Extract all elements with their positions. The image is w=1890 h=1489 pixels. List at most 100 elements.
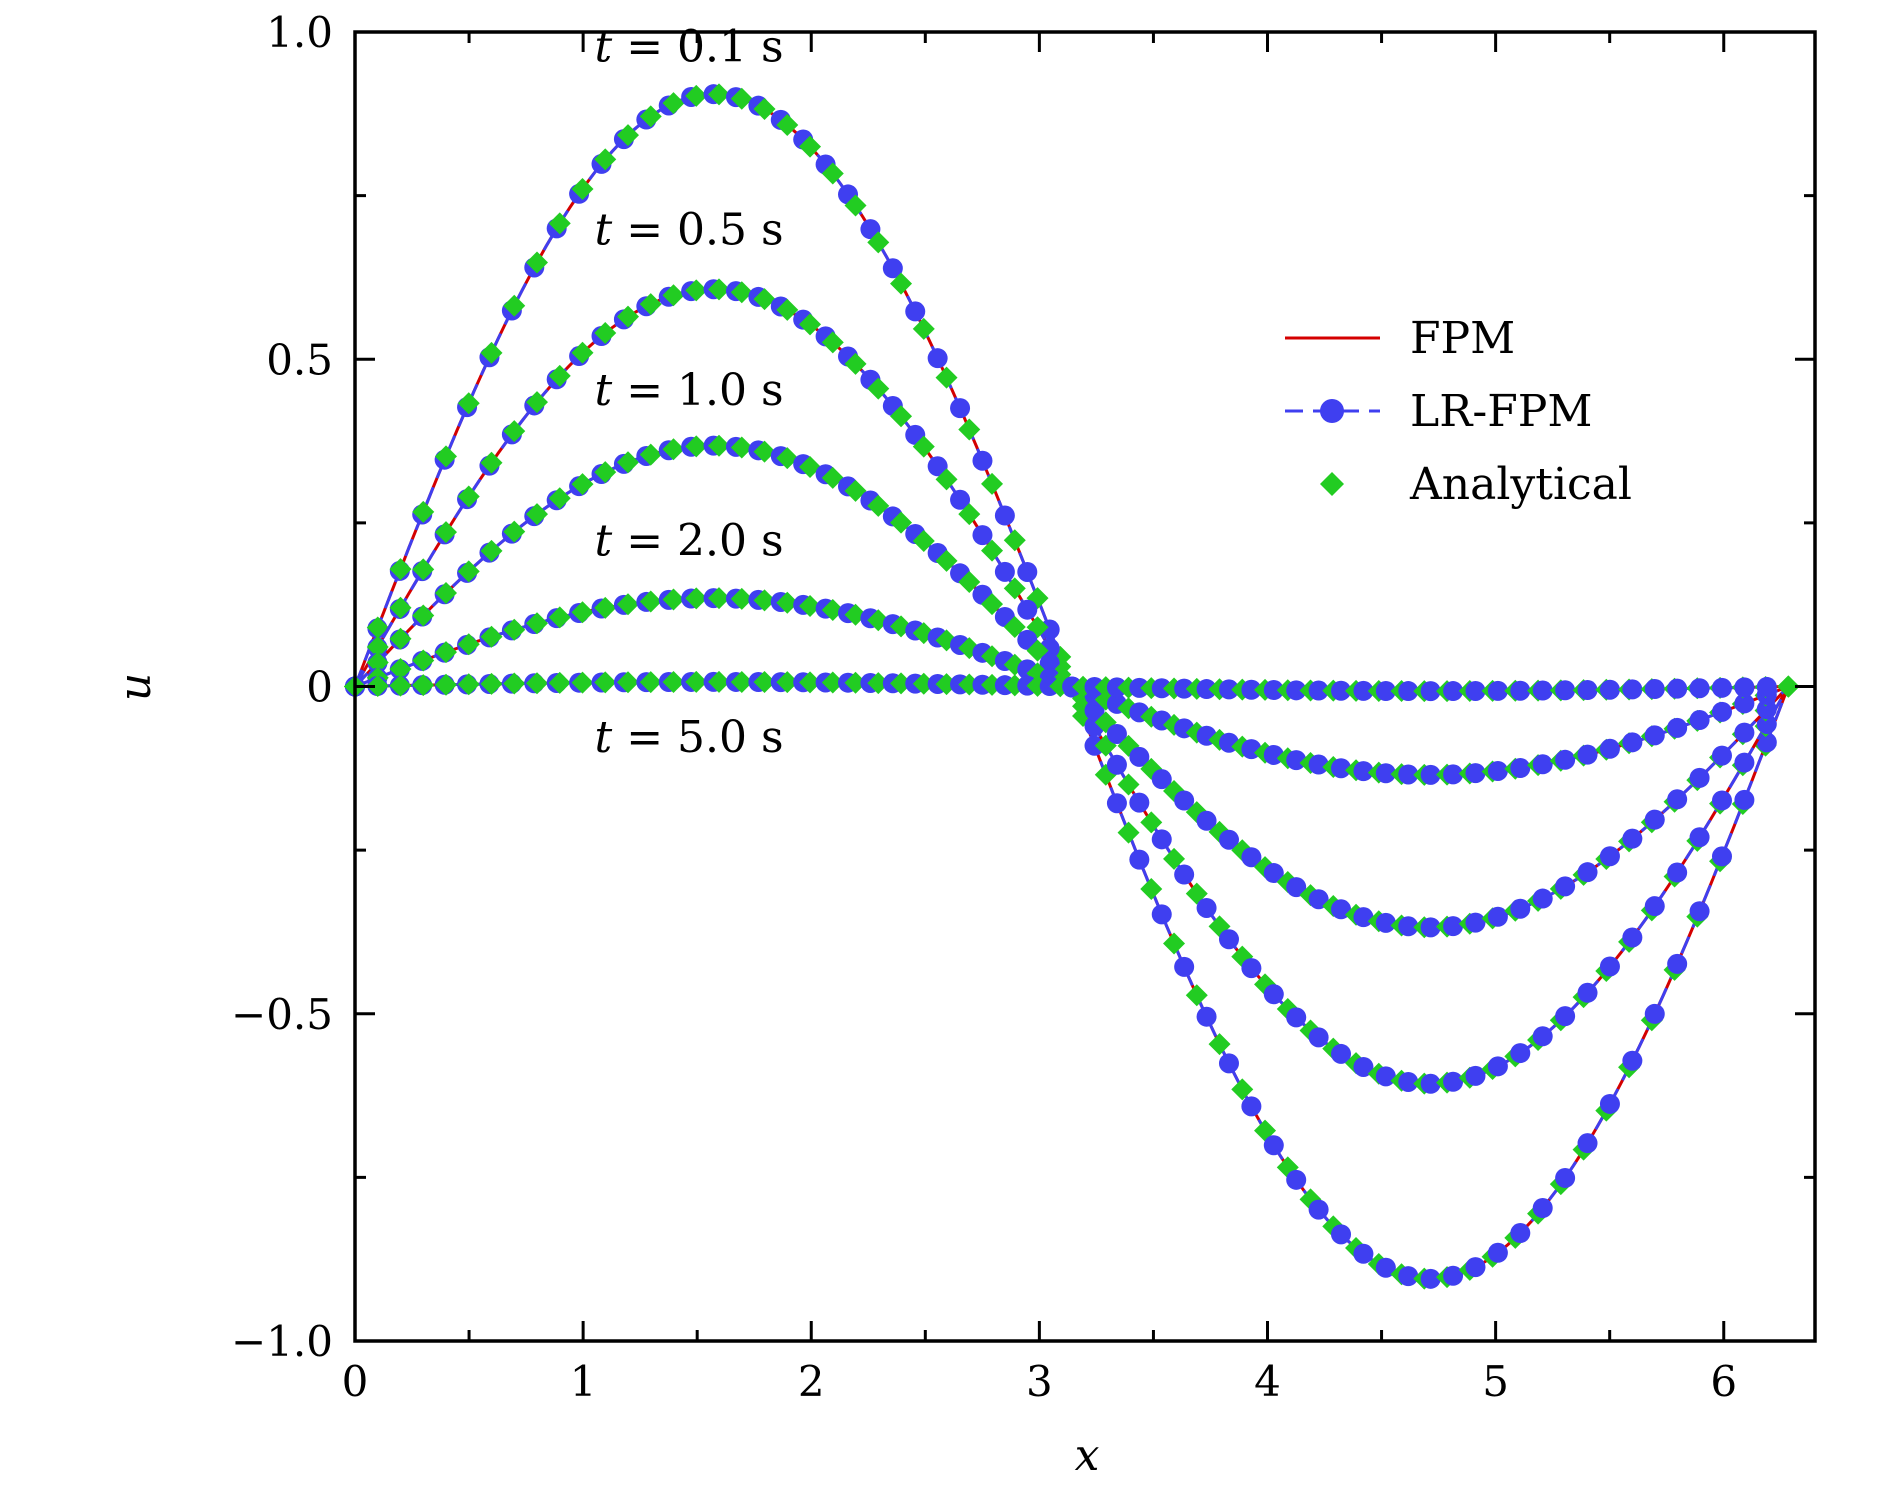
analytical-point — [639, 105, 662, 128]
lr-fpm-point — [1241, 1096, 1262, 1117]
analytical-point — [1140, 878, 1163, 901]
lr-fpm-point — [1017, 599, 1038, 620]
analytical-point — [685, 587, 708, 610]
analytical-point — [821, 598, 844, 621]
lr-fpm-point — [1667, 953, 1688, 974]
analytical-point — [821, 162, 844, 185]
lr-fpm-point — [1599, 679, 1620, 700]
lr-fpm-point — [1398, 764, 1419, 785]
analytical-point — [776, 591, 799, 614]
lr-fpm-point — [1487, 680, 1508, 701]
analytical-point — [958, 503, 981, 526]
lr-fpm-point — [1622, 927, 1643, 948]
lr-fpm-point — [1465, 763, 1486, 784]
lr-fpm-point — [1420, 681, 1441, 702]
lr-fpm-point — [1532, 1026, 1553, 1047]
analytical-point — [981, 472, 1004, 495]
analytical-point — [457, 633, 480, 656]
lr-fpm-point — [1487, 906, 1508, 927]
lr-fpm-point — [1577, 862, 1598, 883]
analytical-point — [685, 84, 708, 107]
analytical-point — [799, 135, 822, 158]
analytical-point — [526, 503, 549, 526]
legend-item: LR-FPM — [1285, 386, 1592, 437]
lr-fpm-point — [1353, 680, 1374, 701]
analytical-point — [389, 558, 412, 581]
lr-fpm-point — [1218, 679, 1239, 700]
lr-fpm-point — [927, 456, 948, 477]
analytical-point — [1117, 821, 1140, 844]
analytical-point — [548, 671, 571, 694]
lr-fpm-point — [1599, 846, 1620, 867]
lr-fpm-point — [1487, 760, 1508, 781]
lr-fpm-point — [972, 525, 993, 546]
analytical-point — [1185, 984, 1208, 1007]
analytical-point — [821, 466, 844, 489]
analytical-point — [1003, 616, 1026, 639]
lr-fpm-point — [1286, 877, 1307, 898]
lr-fpm-point — [1398, 1266, 1419, 1287]
analytical-point — [890, 272, 913, 295]
analytical-point — [890, 672, 913, 695]
lr-fpm-point — [1420, 917, 1441, 938]
analytical-point — [617, 124, 640, 147]
analytical-point — [571, 671, 594, 694]
analytical-point — [526, 251, 549, 274]
analytical-point — [958, 418, 981, 441]
lr-fpm-point — [1465, 1065, 1486, 1086]
lr-fpm-point — [950, 489, 971, 510]
analytical-point — [571, 177, 594, 200]
x-tick-label: 0 — [342, 1357, 369, 1406]
lr-fpm-point — [1667, 717, 1688, 738]
lr-fpm-point — [1711, 745, 1732, 766]
lr-fpm-point — [1644, 809, 1665, 830]
analytical-point — [571, 341, 594, 364]
lr-fpm-point — [1353, 907, 1374, 928]
y-tick-label: −0.5 — [231, 990, 333, 1039]
analytical-point — [890, 511, 913, 534]
analytical-point — [480, 672, 503, 695]
lr-fpm-point — [1577, 982, 1598, 1003]
analytical-point — [685, 279, 708, 302]
lr-fpm-point — [1241, 679, 1262, 700]
analytical-point — [799, 671, 822, 694]
analytical-point — [844, 352, 867, 375]
analytical-point — [594, 671, 617, 694]
x-tick-label: 3 — [1026, 1357, 1053, 1406]
lr-fpm-point — [1308, 889, 1329, 910]
lr-fpm-point — [1734, 722, 1755, 743]
analytical-point — [639, 590, 662, 613]
analytical-point — [366, 616, 389, 639]
analytical-point — [617, 305, 640, 328]
analytical-point — [662, 284, 685, 307]
series-group — [344, 670, 1800, 703]
time-annotation-var: t — [595, 21, 613, 72]
lr-fpm-point — [1734, 677, 1755, 698]
time-annotation-var: t — [595, 365, 613, 416]
time-annotation-value: = 2.0 s — [612, 516, 783, 567]
lr-fpm-point — [1644, 725, 1665, 746]
lr-fpm-point — [1286, 750, 1307, 771]
analytical-point — [457, 560, 480, 583]
lr-fpm-point — [1308, 680, 1329, 701]
lr-fpm-point — [1756, 699, 1777, 720]
lr-fpm-point — [1420, 1268, 1441, 1289]
lr-fpm-point — [1734, 693, 1755, 714]
analytical-point — [389, 627, 412, 650]
time-annotation-value: = 1.0 s — [612, 365, 783, 416]
lr-fpm-point — [1689, 827, 1710, 848]
analytical-point — [639, 671, 662, 694]
analytical-point — [844, 194, 867, 217]
analytical-point — [1117, 773, 1140, 796]
analytical-point — [435, 673, 458, 696]
lr-fpm-point — [1689, 901, 1710, 922]
analytical-point — [1163, 932, 1186, 955]
lr-fpm-point — [1689, 767, 1710, 788]
lr-fpm-point — [927, 348, 948, 369]
lr-fpm-point — [882, 258, 903, 279]
y-axis-title: u — [110, 673, 161, 701]
lr-fpm-point — [1174, 790, 1195, 811]
analytical-point — [366, 651, 389, 674]
